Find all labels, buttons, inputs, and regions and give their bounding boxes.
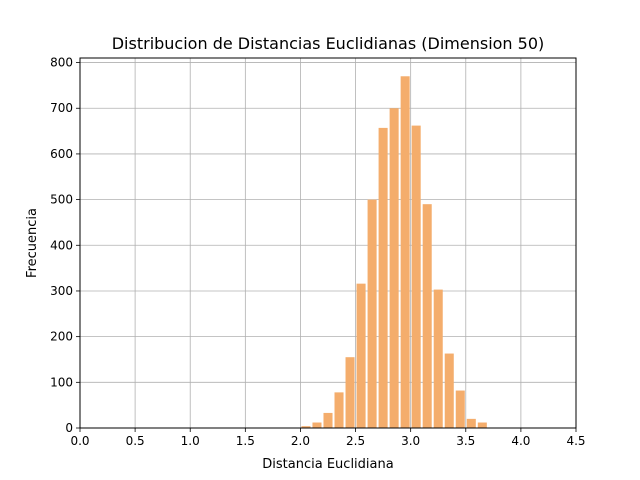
histogram-bar — [323, 412, 333, 428]
plot-frame — [79, 57, 577, 429]
histogram-bar — [312, 422, 322, 428]
histogram-bar — [400, 76, 410, 428]
y-tick-label: 100 — [50, 375, 73, 389]
histogram-bar — [411, 125, 421, 429]
y-tick-label: 700 — [50, 101, 73, 115]
histogram-bar — [301, 426, 311, 428]
x-tick-label: 1.5 — [236, 434, 255, 448]
x-tick-label: 2.0 — [291, 434, 310, 448]
y-tick-label: 800 — [50, 56, 73, 70]
histogram-bar — [433, 289, 443, 428]
histogram-bar — [389, 108, 399, 428]
histogram-bar — [334, 392, 344, 428]
y-axis-label: Frecuencia — [25, 208, 40, 278]
y-tick-label: 0 — [65, 421, 73, 435]
histogram-bar — [455, 390, 465, 428]
x-tick-label: 3.0 — [401, 434, 420, 448]
x-axis-ticks: 0.0 0.5 1.0 1.5 2.0 2.5 3.0 3.5 4.0 4.5 — [70, 428, 586, 448]
x-tick-label: 0.0 — [70, 434, 89, 448]
x-axis-label: Distancia Euclidiana — [262, 457, 393, 472]
y-tick-label: 400 — [50, 238, 73, 252]
y-tick-label: 600 — [50, 147, 73, 161]
histogram-bar — [356, 283, 366, 428]
histogram-bar — [422, 204, 432, 428]
y-axis-ticks: 0 100 200 300 400 500 600 700 800 — [50, 56, 80, 435]
histogram-bar — [345, 357, 355, 428]
x-tick-label: 1.0 — [181, 434, 200, 448]
x-tick-label: 2.5 — [346, 434, 365, 448]
histogram-bar — [466, 418, 476, 428]
x-tick-label: 4.0 — [511, 434, 530, 448]
y-tick-label: 500 — [50, 193, 73, 207]
x-tick-label: 3.5 — [456, 434, 475, 448]
y-tick-label: 300 — [50, 284, 73, 298]
y-tick-label: 200 — [50, 330, 73, 344]
x-tick-label: 0.5 — [126, 434, 145, 448]
bars-group — [301, 76, 487, 429]
x-tick-label: 4.5 — [566, 434, 585, 448]
histogram-bar — [378, 127, 388, 428]
histogram-bar — [444, 353, 454, 428]
chart-title: Distribucion de Distancias Euclidianas (… — [112, 34, 545, 53]
histogram-bar — [477, 422, 487, 428]
histogram-bar — [367, 199, 377, 428]
